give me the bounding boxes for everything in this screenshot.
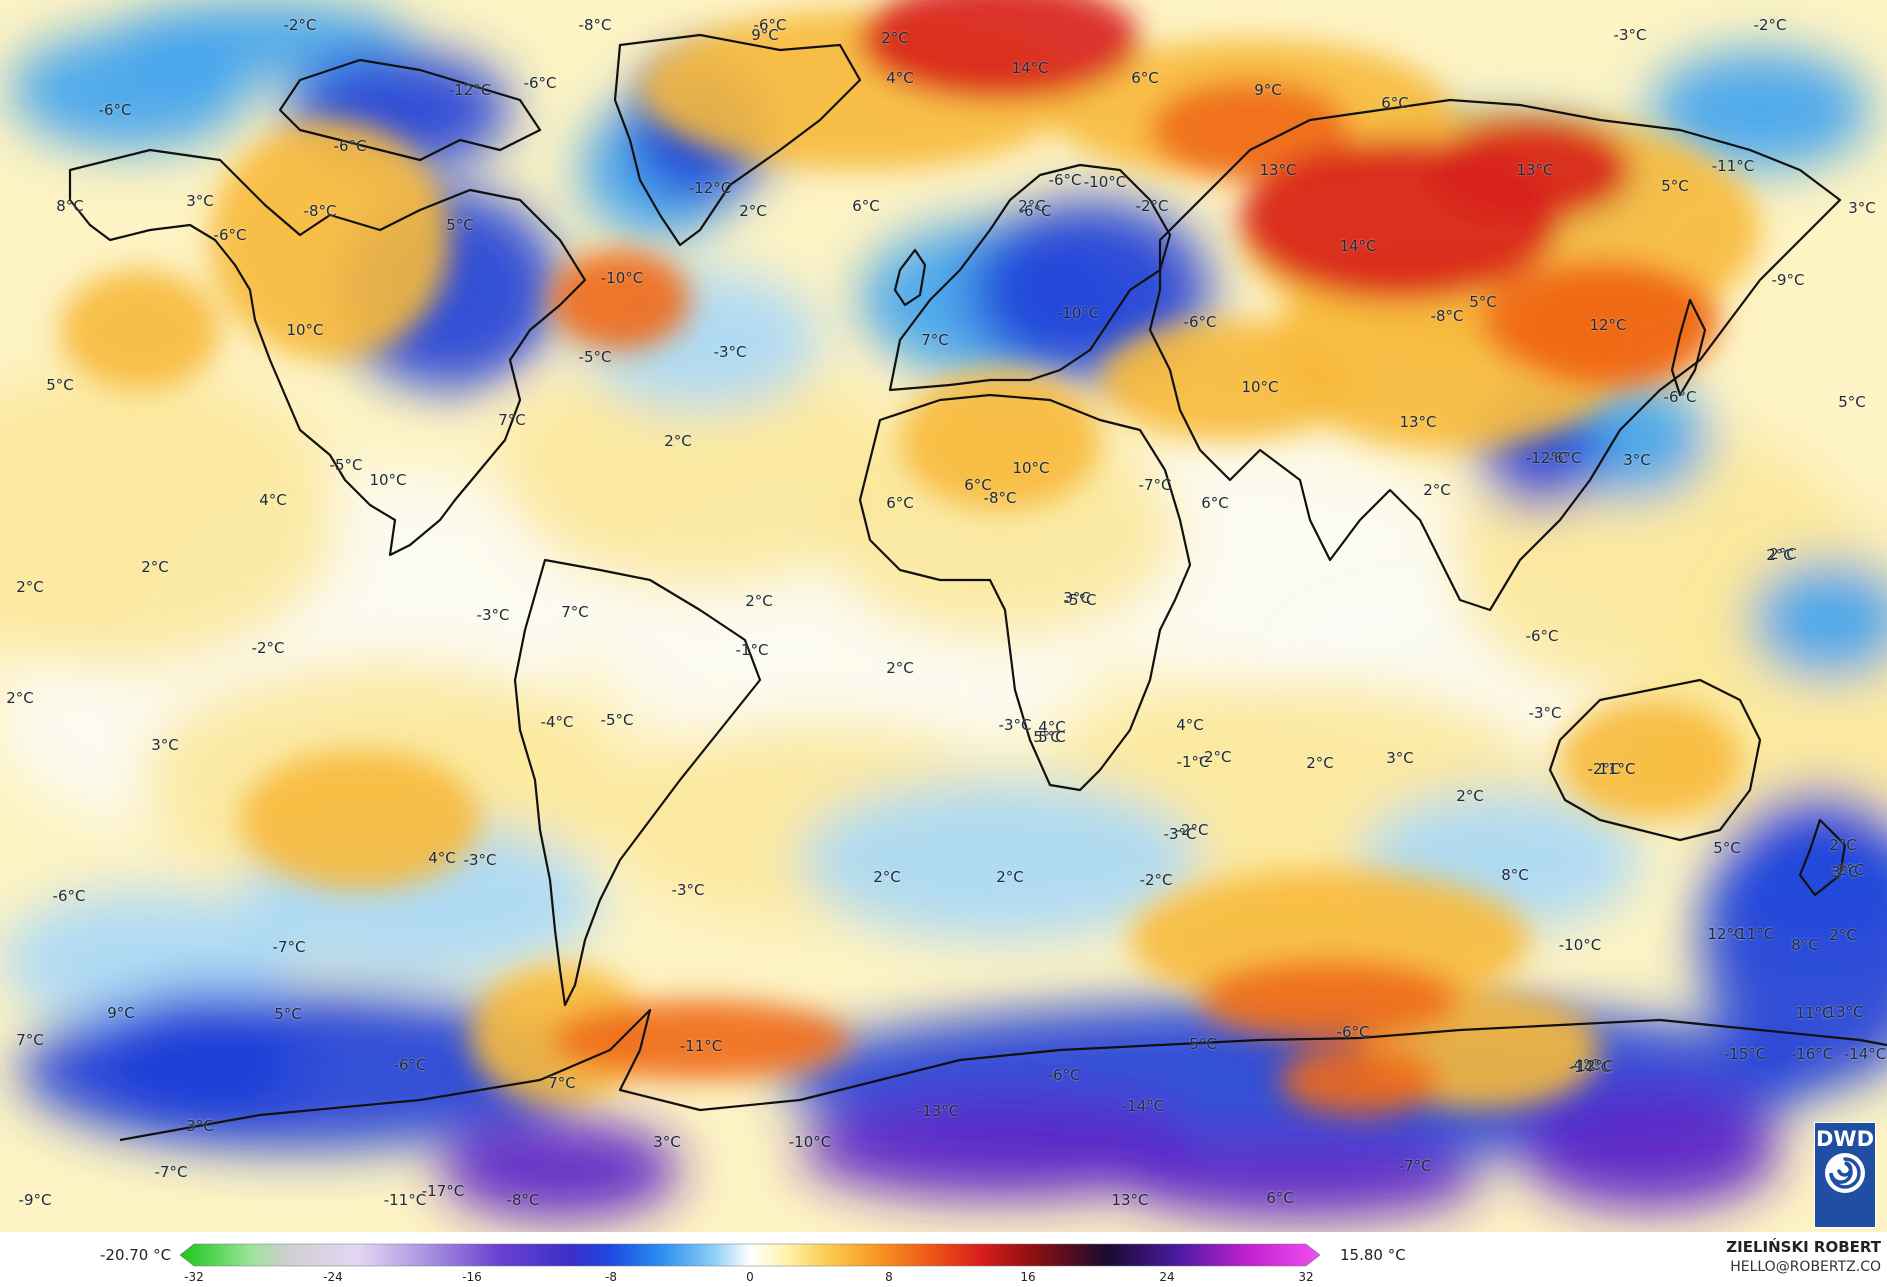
- legend-max-label: 15.80 °C: [1340, 1246, 1406, 1264]
- temperature-field: [0, 0, 1887, 1220]
- field-cold-extreme-area: [1120, 1140, 1480, 1220]
- colorbar-tick-label: 16: [1020, 1270, 1036, 1284]
- field-warm-light-area: [500, 350, 900, 590]
- temperature-field-detail: [60, 0, 1760, 1115]
- temperature-anomaly-map: -2°C -8°C -6°C 9°C 2°C 4°C 14°C 6°C 9°C 6°C -3°C -2…: [0, 0, 1887, 1232]
- colorbar-tick-label: -24: [323, 1270, 343, 1284]
- colorbar-tick-label: 24: [1159, 1270, 1175, 1284]
- field-warm-area: [210, 120, 450, 360]
- field-warm-area: [60, 270, 220, 390]
- colorbar-tick-label: 0: [746, 1270, 754, 1284]
- coast-australia: [1548, 678, 1762, 842]
- dwd-swirl-icon: [1825, 1153, 1865, 1193]
- coast-arctic-islands: [278, 58, 542, 162]
- coast-asia: [1148, 98, 1842, 612]
- colorbar: [180, 1243, 1320, 1267]
- colorbar-tick-label: 32: [1298, 1270, 1314, 1284]
- field-warm-area: [240, 750, 480, 890]
- field-warm-area: [900, 370, 1100, 510]
- field-hot-area: [1200, 960, 1460, 1040]
- coast-greenland: [613, 33, 862, 247]
- coast-antarctica: [119, 1008, 1887, 1142]
- field-cold-area: [110, 0, 410, 80]
- field-warm-area: [1560, 700, 1740, 820]
- field-very-hot-area: [860, 0, 1140, 100]
- coast-europe: [888, 163, 1172, 392]
- colorbar-tick-label: -16: [462, 1270, 482, 1284]
- field-cold-deep-area: [100, 990, 300, 1130]
- legend-min-label: -20.70 °C: [100, 1246, 172, 1264]
- colorbar-tick-label: -32: [184, 1270, 204, 1284]
- colorbar-tick-label: -8: [605, 1270, 617, 1284]
- credit-email: HELLO@ROBERTZ.CO: [1730, 1259, 1881, 1275]
- field-very-hot-area: [1430, 120, 1630, 220]
- dwd-logo-text: DWD: [1815, 1127, 1875, 1151]
- dwd-logo: DWD: [1814, 1122, 1876, 1228]
- coast-japan: [1670, 298, 1707, 397]
- coast-new-zealand: [1798, 818, 1847, 897]
- field-warm-area: [1100, 320, 1360, 440]
- coast-north-america: [68, 148, 587, 557]
- field-cold-deep-area: [1700, 790, 1887, 1090]
- field-warm-light-area: [820, 420, 1180, 640]
- field-cold-extreme-area: [440, 1120, 680, 1220]
- field-cold-area: [1750, 560, 1887, 680]
- colorbar-legend: -20.70 °C -32 -24 -16 -8 0 8 16 24 32 15.80 °C Z…: [0, 1232, 1887, 1287]
- field-hot-area: [550, 250, 690, 350]
- field-cold-extreme-area: [800, 1100, 1200, 1200]
- field-hot-area: [1280, 1045, 1440, 1115]
- colorbar-tick-label: 8: [885, 1270, 893, 1284]
- field-hot-area: [1510, 270, 1710, 390]
- credit-name: ZIELIŃSKI ROBERT: [1726, 1238, 1881, 1256]
- map-canvas: [0, 0, 1887, 1220]
- field-cold-extreme-area: [1520, 1090, 1780, 1210]
- coast-uk: [893, 248, 927, 307]
- colorbar-bar: [180, 1243, 1320, 1267]
- coast-south-america: [513, 558, 762, 1007]
- field-hot-area: [550, 1000, 850, 1080]
- coastlines: [68, 33, 1887, 1142]
- field-cold-area: [1650, 50, 1870, 170]
- field-cool-area: [800, 780, 1200, 940]
- field-hot-area: [1150, 80, 1350, 180]
- field-warm-light-area: [0, 370, 340, 670]
- coast-africa: [858, 393, 1192, 792]
